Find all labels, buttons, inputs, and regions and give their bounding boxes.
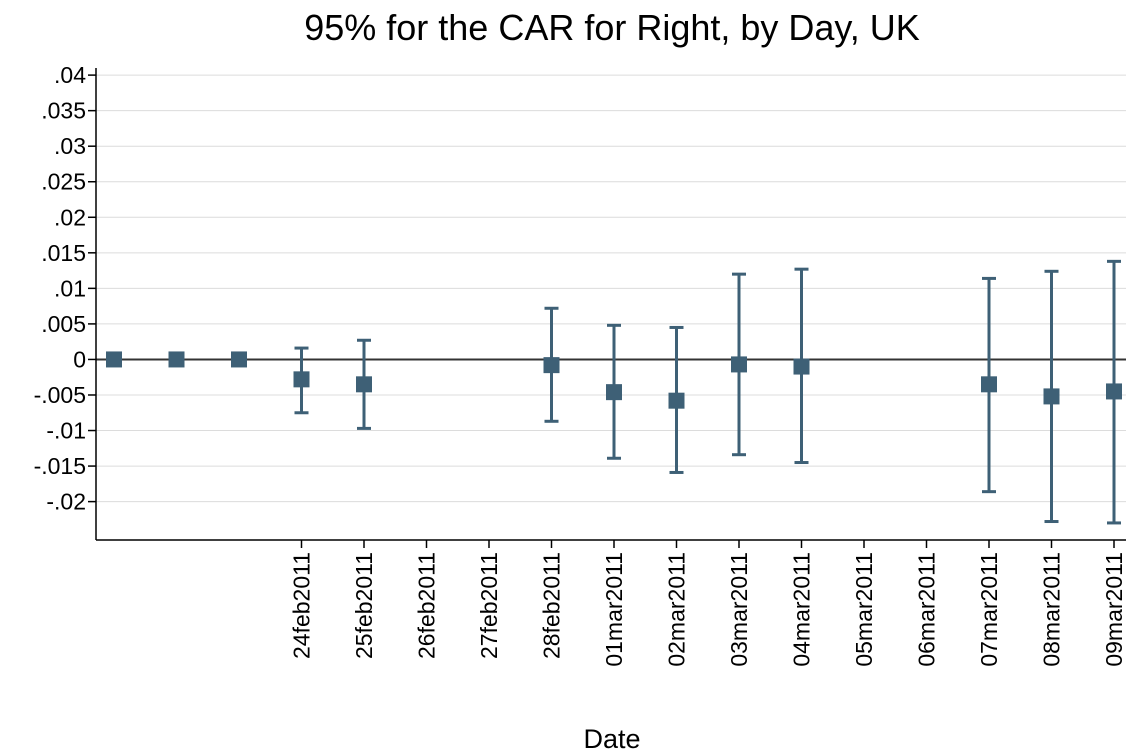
- y-tick-label: .01: [54, 275, 86, 301]
- marker: [793, 358, 810, 375]
- marker: [231, 351, 247, 368]
- marker: [1043, 388, 1060, 405]
- x-tick-label: 26feb2011: [414, 552, 440, 659]
- x-tick-label: 03mar2011: [726, 552, 752, 667]
- x-tick-label: 06mar2011: [914, 552, 940, 667]
- x-tick-label: 02mar2011: [664, 552, 690, 667]
- y-tick-label: -.02: [46, 489, 86, 515]
- marker: [1106, 383, 1122, 400]
- x-tick-label: 05mar2011: [851, 552, 877, 667]
- y-tick-label: .005: [41, 311, 86, 337]
- marker: [731, 356, 747, 373]
- y-tick-label: .04: [54, 62, 86, 88]
- y-tick-label: .03: [54, 133, 86, 159]
- x-tick-label: 07mar2011: [976, 552, 1002, 667]
- y-tick-label: .015: [41, 240, 86, 266]
- y-tick-label: 0: [73, 346, 86, 372]
- x-tick-label: 24feb2011: [289, 552, 315, 659]
- y-tick-label: -.015: [34, 453, 86, 479]
- marker: [356, 376, 372, 393]
- x-tick-label: 09mar2011: [1101, 552, 1126, 667]
- x-tick-label: 25feb2011: [351, 552, 377, 659]
- x-tick-label: 27feb2011: [476, 552, 502, 659]
- y-tick-label: .025: [41, 169, 86, 195]
- marker: [668, 392, 685, 409]
- y-tick-label: .02: [54, 204, 86, 230]
- x-axis-title: Date: [583, 724, 640, 754]
- marker: [168, 351, 185, 368]
- marker: [981, 376, 997, 393]
- chart-title: 95% for the CAR for Right, by Day, UK: [304, 7, 920, 48]
- marker: [293, 371, 310, 388]
- y-tick-label: .035: [41, 98, 86, 124]
- x-tick-label: 28feb2011: [539, 552, 565, 659]
- x-tick-label: 04mar2011: [789, 552, 815, 667]
- marker: [106, 351, 122, 368]
- marker: [606, 384, 622, 401]
- y-tick-label: -.01: [46, 418, 86, 444]
- x-tick-label: 08mar2011: [1039, 552, 1065, 667]
- y-tick-label: -.005: [34, 382, 86, 408]
- x-tick-label: 01mar2011: [601, 552, 627, 667]
- marker: [543, 357, 560, 374]
